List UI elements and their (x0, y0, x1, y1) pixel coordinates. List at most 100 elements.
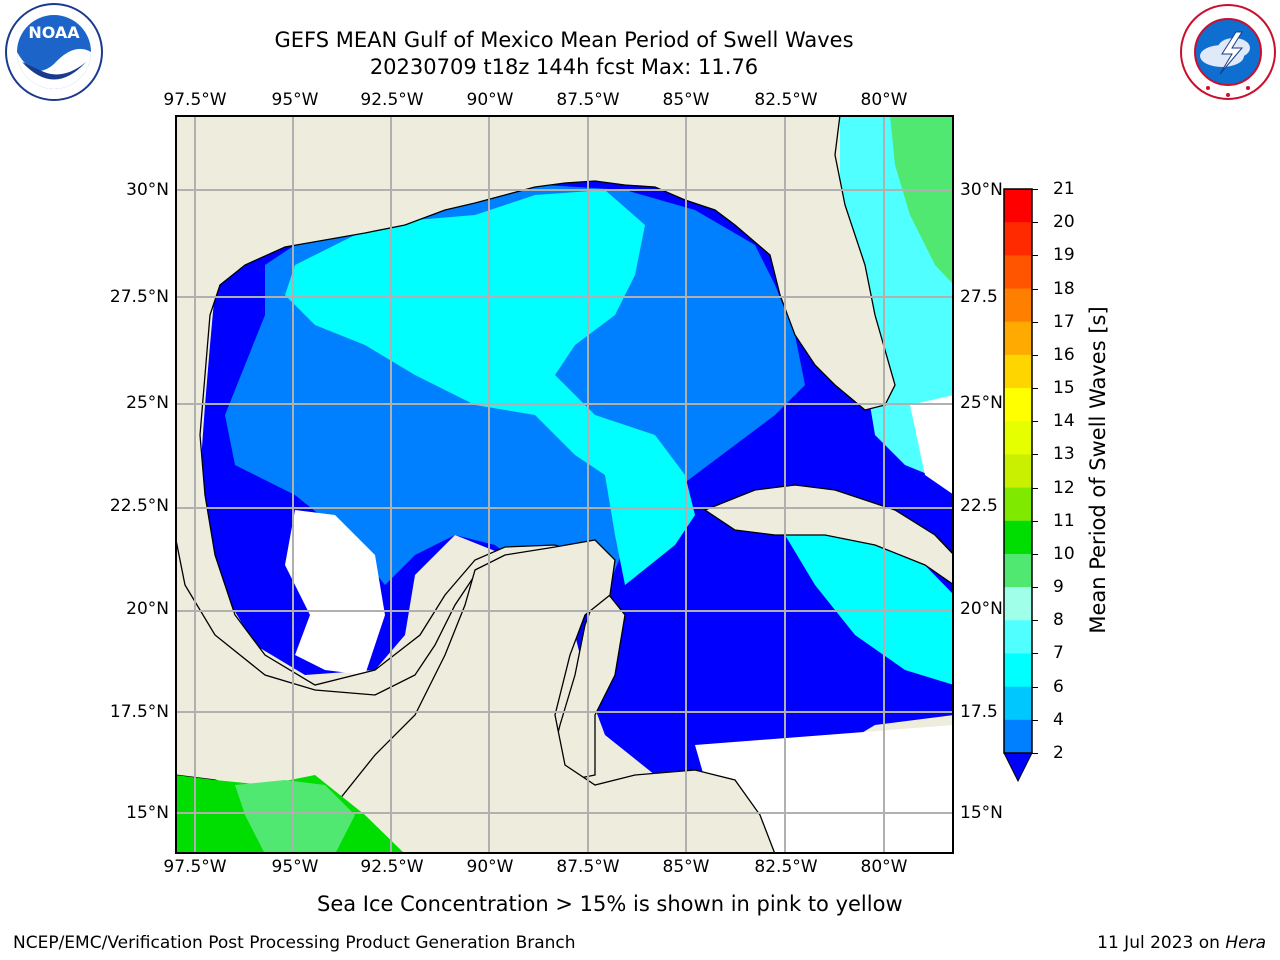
colorbar-tick-mark (1032, 487, 1038, 489)
gulf-swell-period-map (175, 115, 954, 854)
colorbar-tick-label: 9 (1053, 577, 1064, 598)
colorbar-cell (1004, 719, 1032, 754)
colorbar-tick-label: 13 (1053, 444, 1075, 465)
colorbar-cell (1004, 587, 1032, 621)
colorbar-tick-mark (1032, 753, 1038, 754)
left-lat-label-5: 17.5°N (109, 702, 169, 722)
left-lat-label-2: 25°N (126, 393, 169, 413)
left-lat-label-6: 15°N (126, 803, 169, 823)
right-lat-label-5: 17.5 (960, 702, 998, 722)
sea-ice-note: Sea Ice Concentration > 15% is shown in … (317, 892, 903, 916)
swell-field-atlantic-green (890, 115, 954, 285)
colorbar-extend-arrow (1003, 752, 1033, 783)
colorbar-tick-label: 4 (1053, 709, 1064, 730)
colorbar-tick-mark (1032, 653, 1038, 655)
colorbar-cell (1004, 189, 1032, 223)
colorbar-cell (1004, 620, 1032, 654)
top-lon-label-7: 80°W (860, 90, 908, 110)
colorbar-tick-label: 20 (1053, 212, 1075, 233)
top-lon-label-1: 95°W (271, 90, 319, 110)
colorbar-tick-mark (1032, 587, 1038, 589)
bottom-lon-label-1: 95°W (271, 857, 319, 877)
left-lat-label-0: 30°N (126, 180, 169, 200)
bottom-lon-label-6: 82.5°W (754, 857, 818, 877)
no-data-region (285, 510, 385, 675)
footer-host: Hera (1225, 933, 1266, 953)
left-lat-label-3: 22.5°N (109, 496, 169, 516)
bottom-lon-label-0: 97.5°W (163, 857, 227, 877)
colorbar-tick-label: 2 (1053, 743, 1064, 763)
colorbar-tick-label: 16 (1053, 344, 1075, 365)
colorbar-tick-mark (1032, 321, 1038, 323)
colorbar-tick-label: 6 (1053, 676, 1064, 697)
colorbar-tick-mark (1032, 686, 1038, 688)
colorbar-cell (1004, 487, 1032, 522)
colorbar-tick-mark (1032, 288, 1038, 290)
colorbar-cell (1004, 553, 1032, 588)
yucatan-land (175, 539, 776, 854)
bottom-lon-label-4: 87.5°W (556, 857, 620, 877)
colorbar-tick-mark (1032, 222, 1038, 224)
right-lat-label-6: 15°N (960, 803, 1003, 823)
noaa-logo-text: NOAA (28, 23, 80, 42)
colorbar-cell (1004, 354, 1032, 389)
colorbar-cell (1004, 321, 1032, 356)
colorbar-tick-mark (1032, 553, 1038, 555)
colorbar-tick-label: 8 (1053, 610, 1064, 631)
colorbar-tick-label: 7 (1053, 643, 1064, 664)
colorbar-cell (1004, 388, 1032, 422)
colorbar-cell (1004, 653, 1032, 688)
noaa-logo: NOAA (5, 3, 103, 101)
colorbar-tick-label: 14 (1053, 411, 1075, 432)
colorbar-tick-mark (1032, 520, 1038, 522)
colorbar-tick-mark (1032, 255, 1038, 257)
colorbar-cell (1004, 222, 1032, 256)
right-lat-label-0: 30°N (960, 180, 1003, 200)
colorbar-cell (1004, 288, 1032, 323)
central-america-lightgreen (235, 780, 355, 854)
graticule (175, 115, 954, 854)
colorbar-tick-label: 12 (1053, 477, 1075, 498)
colorbar-tick-label: 11 (1053, 510, 1075, 531)
colorbar-tick-label: 18 (1053, 278, 1075, 299)
colorbar-label: Mean Period of Swell Waves [s] (1086, 306, 1110, 634)
right-lat-label-3: 22.5 (960, 496, 998, 516)
colorbar-cell (1004, 686, 1032, 721)
colorbar-tick-label: 10 (1053, 543, 1075, 564)
right-lat-label-4: 20°N (960, 599, 1003, 619)
bottom-lon-label-2: 92.5°W (360, 857, 424, 877)
colorbar-tick-label: 17 (1053, 311, 1075, 332)
top-lon-label-2: 92.5°W (360, 90, 424, 110)
colorbar (1003, 188, 1033, 783)
map-title: GEFS MEAN Gulf of Mexico Mean Period of … (274, 28, 854, 52)
top-lon-label-6: 82.5°W (754, 90, 818, 110)
colorbar-tick-mark (1032, 388, 1038, 390)
footer-left: NCEP/EMC/Verification Post Processing Pr… (13, 933, 576, 953)
top-lon-label-5: 85°W (662, 90, 710, 110)
footer-date: 11 Jul 2023 on (1097, 933, 1226, 953)
no-data-region-3 (910, 395, 954, 495)
colorbar-tick-mark (1032, 454, 1038, 456)
colorbar-tick-label: 21 (1053, 179, 1075, 199)
colorbar-tick-mark (1032, 354, 1038, 356)
left-lat-label-4: 20°N (126, 599, 169, 619)
colorbar-cell (1004, 421, 1032, 455)
swell-field-caribbean (785, 525, 954, 685)
colorbar-cell (1004, 454, 1032, 489)
nws-logo (1180, 4, 1276, 100)
left-lat-label-1: 27.5°N (109, 287, 169, 307)
right-lat-label-2: 25°N (960, 393, 1003, 413)
colorbar-cell (1004, 520, 1032, 555)
colorbar-cell (1004, 255, 1032, 290)
top-lon-label-0: 97.5°W (163, 90, 227, 110)
top-lon-label-4: 87.5°W (556, 90, 620, 110)
map-frame (175, 115, 954, 854)
top-lon-label-3: 90°W (466, 90, 514, 110)
colorbar-tick-mark (1032, 620, 1038, 622)
colorbar-tick-mark (1032, 719, 1038, 721)
footer-right: 11 Jul 2023 on Hera (1097, 933, 1266, 953)
colorbar-frame (1003, 188, 1033, 754)
bottom-lon-label-7: 80°W (860, 857, 908, 877)
colorbar-tick-mark (1032, 421, 1038, 423)
bottom-lon-label-5: 85°W (662, 857, 710, 877)
